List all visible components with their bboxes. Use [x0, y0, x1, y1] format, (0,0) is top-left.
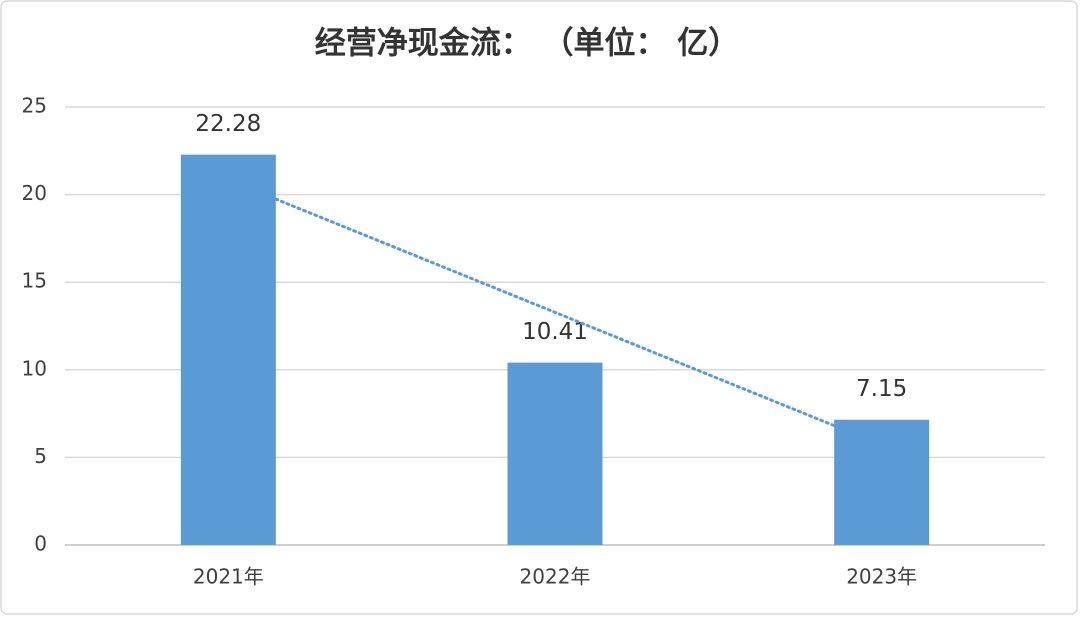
y-tick-label: 25 [22, 94, 47, 118]
data-label: 22.28 [195, 111, 261, 137]
y-tick-label: 20 [22, 181, 47, 205]
y-tick-label: 0 [34, 532, 47, 556]
data-label: 7.15 [856, 376, 907, 402]
x-tick-label: 2021年 [193, 565, 264, 589]
bar [834, 419, 930, 545]
chart-title: 经营净现金流： （单位： 亿） [315, 26, 740, 62]
x-tick-label: 2023年 [846, 565, 917, 589]
y-tick-label: 10 [22, 356, 47, 380]
data-label: 10.41 [522, 319, 588, 345]
trendline [274, 197, 836, 428]
bar [180, 154, 276, 545]
bar [507, 362, 603, 545]
x-tick-label: 2022年 [520, 565, 591, 589]
y-tick-label: 15 [22, 269, 47, 293]
y-tick-label: 5 [34, 444, 47, 468]
